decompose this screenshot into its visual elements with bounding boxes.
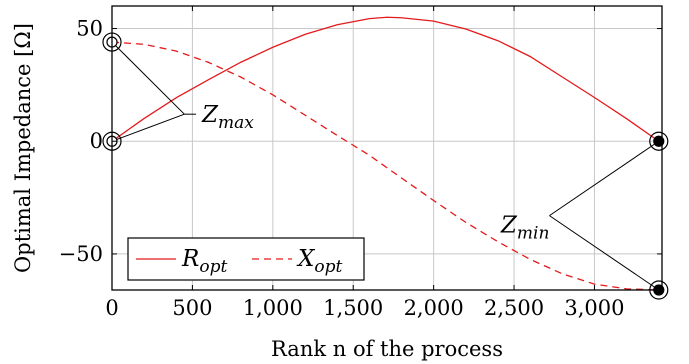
x-tick-label: 0 <box>105 296 118 320</box>
annotation-leader <box>111 41 185 115</box>
x-tick-label: 1,500 <box>323 296 383 320</box>
x-tick-label: 2,000 <box>404 296 464 320</box>
grid <box>111 6 662 290</box>
plot-frame <box>111 5 663 291</box>
series-layer <box>111 16 660 291</box>
x-tick-label: 500 <box>172 296 212 320</box>
x-tick-label: 1,000 <box>243 296 303 320</box>
y-axis-label: Optimal Impedance [Ω] <box>11 23 35 273</box>
annotation-label-z-min: Zmin <box>500 213 550 244</box>
y-tick-label: −50 <box>59 242 103 266</box>
x-axis-label: Rank n of the process <box>271 337 503 361</box>
series-line-x-opt <box>111 41 659 291</box>
legend-label-r-opt: Ropt <box>181 246 227 277</box>
x-tick-label: 2,500 <box>484 296 544 320</box>
y-tick-label: 50 <box>76 17 103 41</box>
annotation-leader <box>111 113 185 142</box>
series-line-r-opt <box>111 16 660 142</box>
legend: Ropt Xopt <box>127 237 365 281</box>
annotation-label-z-max: Zmax <box>201 102 254 133</box>
y-tick-label: 0 <box>90 129 103 153</box>
annotation-leader <box>549 215 660 291</box>
tick-layer: 0 500 1,000 1,500 2,000 2,500 3,000 −50 0 50 <box>59 6 662 320</box>
annotation-leader <box>549 140 660 217</box>
legend-label-x-opt: Xopt <box>296 246 342 277</box>
annotation-ring <box>649 131 669 151</box>
x-tick-label: 3,000 <box>564 296 624 320</box>
